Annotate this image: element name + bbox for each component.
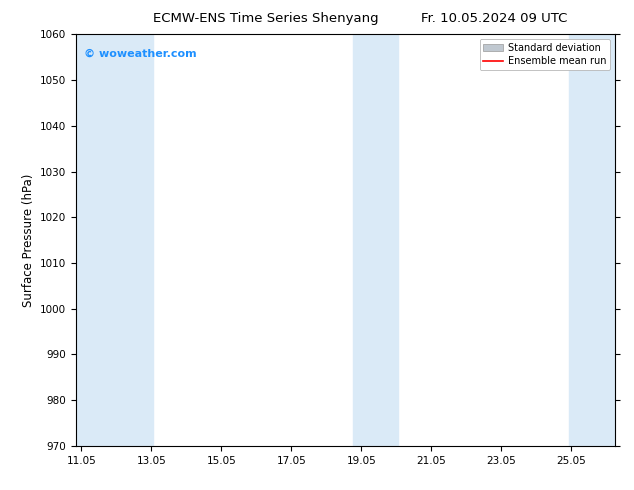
Legend: Standard deviation, Ensemble mean run: Standard deviation, Ensemble mean run (479, 39, 610, 70)
Text: Fr. 10.05.2024 09 UTC: Fr. 10.05.2024 09 UTC (422, 12, 567, 25)
Bar (569, 34, 615, 446)
Y-axis label: Surface Pressure (hPa): Surface Pressure (hPa) (22, 173, 34, 307)
Bar (353, 34, 398, 446)
Text: ECMW-ENS Time Series Shenyang: ECMW-ENS Time Series Shenyang (153, 12, 379, 25)
Bar (76, 34, 153, 446)
Text: © woweather.com: © woweather.com (84, 49, 197, 59)
